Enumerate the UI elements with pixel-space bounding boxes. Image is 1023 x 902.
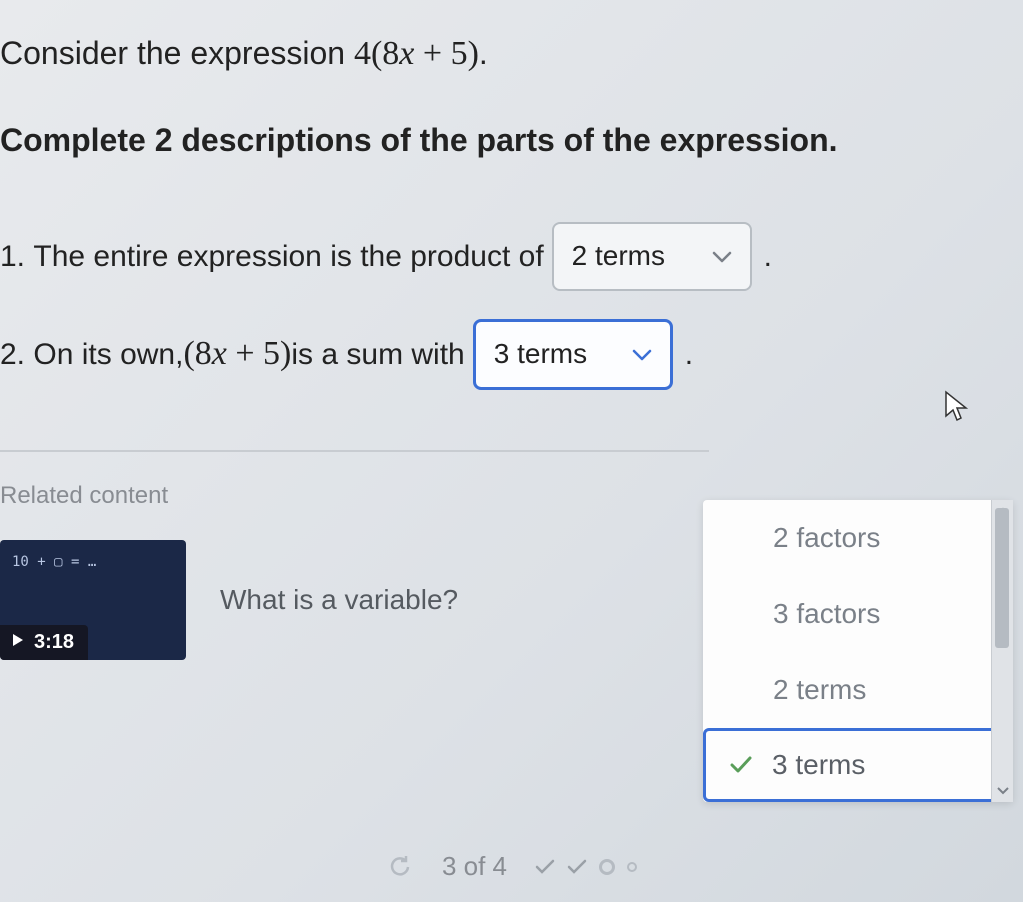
q2-prefix: On its own,: [33, 331, 183, 379]
q2-math: (8x + 5): [183, 327, 291, 381]
q1-dropdown[interactable]: 2 terms: [552, 222, 752, 291]
dropdown-option-2-terms[interactable]: 2 terms: [703, 652, 1013, 728]
refresh-icon[interactable]: [386, 853, 414, 881]
video-time-text: 3:18: [34, 631, 74, 654]
dropdown-scrollbar[interactable]: [991, 500, 1013, 802]
video-duration: 3:18: [0, 625, 88, 660]
progress-check-icon: [567, 859, 587, 875]
video-thumbnail[interactable]: 10 + ▢ = … 3:18: [0, 540, 186, 660]
q1-number: 1.: [0, 233, 25, 281]
dropdown-option-3-terms[interactable]: 3 terms: [703, 728, 1013, 802]
progress-dot-small-icon: [627, 862, 637, 872]
q2-dropdown[interactable]: 3 terms: [473, 319, 673, 390]
expression-math: 4(8x + 5): [354, 35, 479, 72]
check-icon: [730, 756, 754, 774]
play-icon: [10, 631, 26, 654]
video-title: What is a variable?: [220, 584, 458, 616]
q1-period: .: [764, 233, 772, 281]
q2-number: 2.: [0, 331, 25, 379]
progress-text: 3 of 4: [442, 851, 507, 882]
q1-selected-value: 2 terms: [572, 234, 665, 279]
question-1: 1. The entire expression is the product …: [0, 222, 1013, 291]
chevron-down-icon: [632, 348, 652, 362]
problem-intro: Consider the expression 4(8x + 5).: [0, 30, 1013, 78]
progress-dot-icon: [599, 859, 615, 875]
instruction-text: Complete 2 descriptions of the parts of …: [0, 118, 1013, 163]
dropdown-options-list: 2 factors 3 factors 2 terms 3 terms: [703, 500, 1013, 802]
progress-check-icon: [535, 859, 555, 875]
progress-footer: 3 of 4: [0, 851, 1023, 882]
progress-indicators: [535, 859, 637, 875]
option-label: 3 factors: [773, 598, 880, 630]
section-divider: [0, 450, 709, 452]
dropdown-option-2-factors[interactable]: 2 factors: [703, 500, 1013, 576]
dropdown-option-3-factors[interactable]: 3 factors: [703, 576, 1013, 652]
scroll-down-icon[interactable]: [992, 780, 1013, 802]
question-2: 2. On its own, (8x + 5) is a sum with 3 …: [0, 319, 1013, 390]
mouse-cursor-icon: [943, 390, 971, 429]
intro-suffix: .: [479, 35, 488, 71]
chevron-down-icon: [712, 250, 732, 264]
intro-prefix: Consider the expression: [0, 35, 354, 71]
q1-text: The entire expression is the product of: [33, 233, 543, 281]
q2-period: .: [685, 331, 693, 379]
video-thumb-text: 10 + ▢ = …: [12, 554, 96, 570]
option-label: 3 terms: [772, 749, 865, 781]
q2-suffix: is a sum with: [291, 331, 464, 379]
option-label: 2 terms: [773, 674, 866, 706]
scrollbar-thumb[interactable]: [995, 508, 1009, 648]
q2-selected-value: 3 terms: [494, 332, 587, 377]
option-label: 2 factors: [773, 522, 880, 554]
